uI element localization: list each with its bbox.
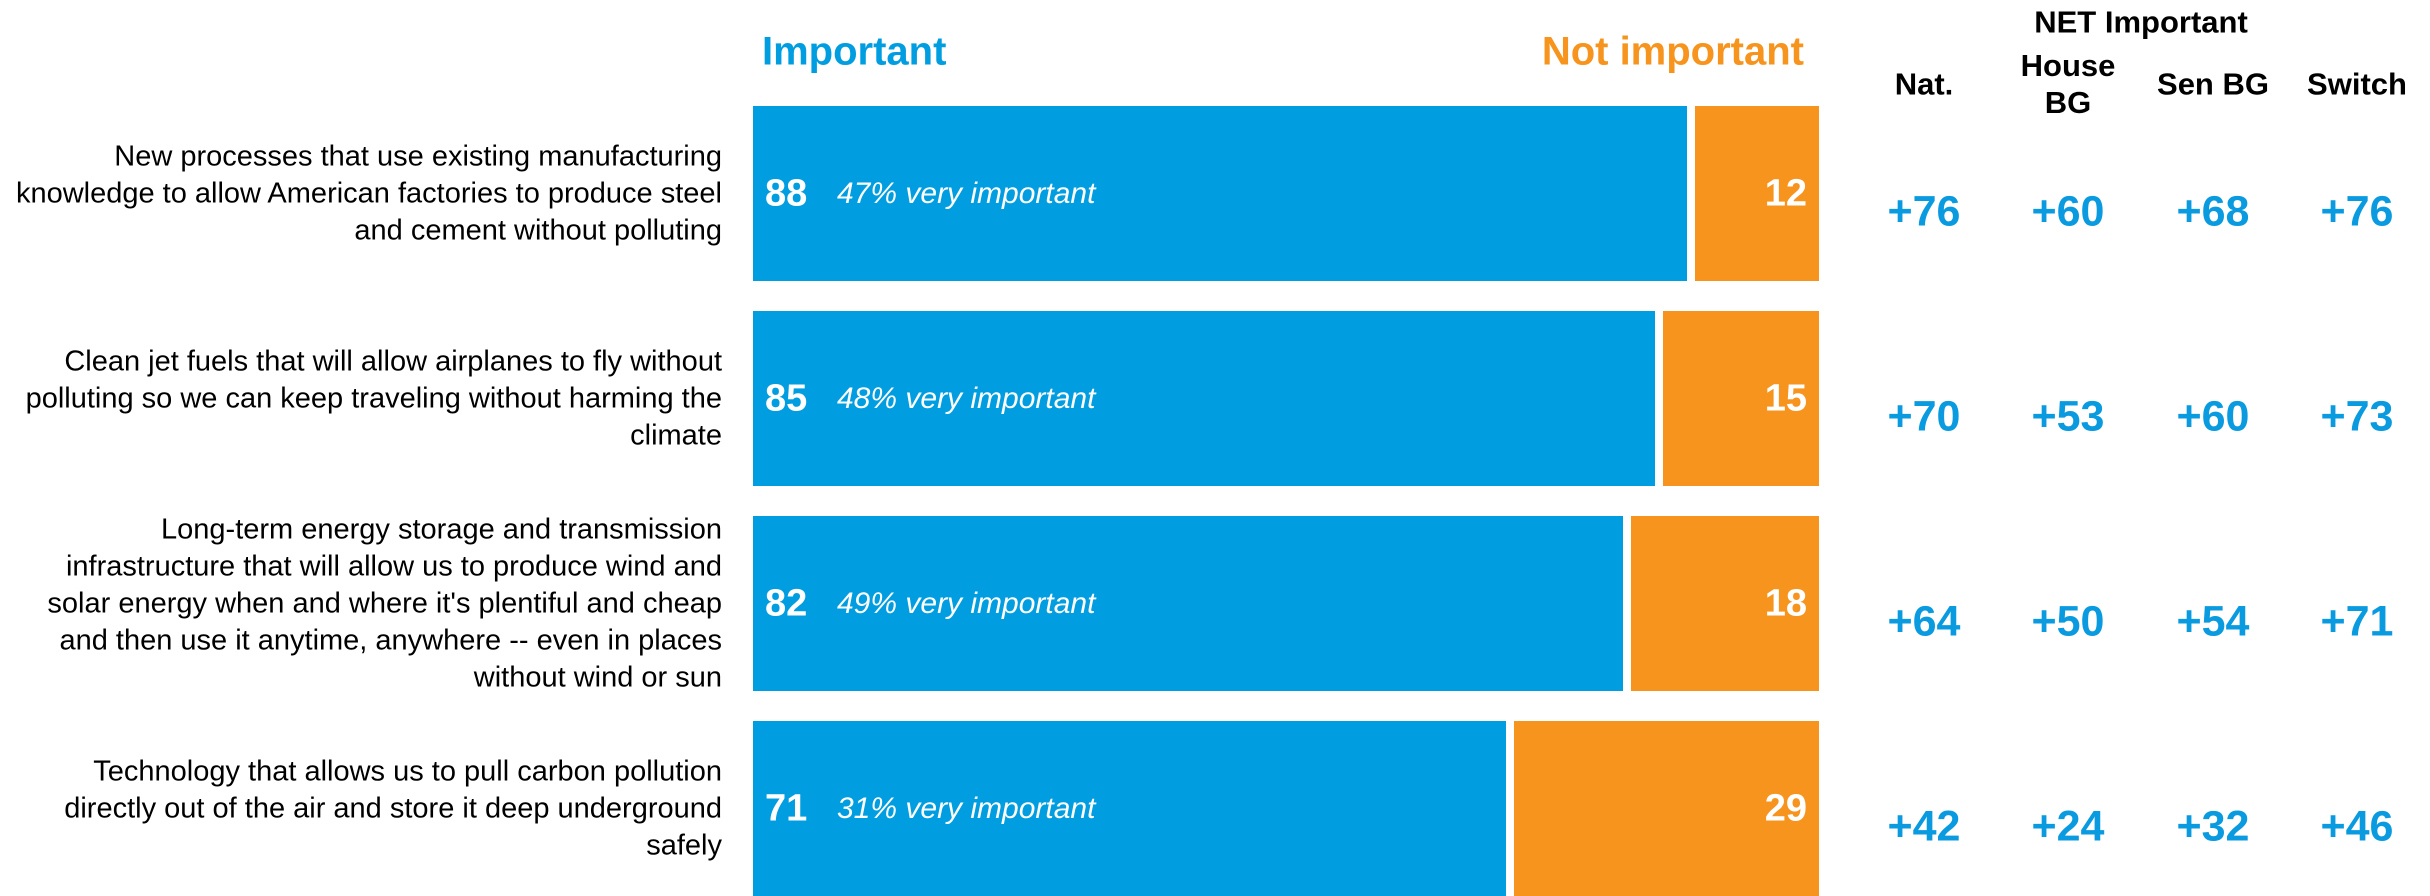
table-cell: +64 bbox=[1887, 597, 1961, 645]
category-label: Clean jet fuels that will allow airplane… bbox=[25, 345, 722, 451]
table-title: NET Important bbox=[2034, 4, 2248, 40]
column-header: Sen BG bbox=[2157, 66, 2269, 102]
value-label: 71 bbox=[765, 787, 808, 829]
bar-segment bbox=[753, 516, 1624, 691]
table-cell: +71 bbox=[2320, 597, 2394, 645]
table-cell: +60 bbox=[2176, 392, 2250, 440]
column-header: House BG bbox=[2020, 48, 2116, 120]
bar-segment bbox=[1695, 106, 1819, 281]
bar-segment bbox=[753, 721, 1506, 896]
table-cell: +50 bbox=[2031, 597, 2105, 645]
table-cell: +54 bbox=[2176, 597, 2250, 645]
table-cell: +76 bbox=[2320, 187, 2394, 235]
value-label: 12 bbox=[1764, 172, 1807, 214]
table-cell: +42 bbox=[1887, 802, 1961, 850]
bar-segment bbox=[1663, 311, 1819, 486]
legend-not-important: Not important bbox=[1541, 29, 1804, 74]
value-label: 29 bbox=[1764, 787, 1807, 829]
bar-segment bbox=[1631, 516, 1819, 691]
table-cell: +70 bbox=[1887, 392, 1961, 440]
table-cell: +24 bbox=[2031, 802, 2105, 850]
value-label: 82 bbox=[765, 582, 808, 624]
table-cell: +76 bbox=[1887, 187, 1961, 235]
table-cell: +32 bbox=[2176, 802, 2250, 850]
column-header: Nat. bbox=[1894, 66, 1954, 102]
category-label: New processes that use existing manufact… bbox=[15, 140, 722, 246]
table-cell: +53 bbox=[2031, 392, 2105, 440]
annotation: 49% very important bbox=[837, 586, 1096, 620]
value-label: 15 bbox=[1764, 377, 1807, 419]
legend-important: Important bbox=[762, 29, 947, 74]
table-cell: +68 bbox=[2176, 187, 2250, 235]
annotation: 31% very important bbox=[837, 791, 1096, 825]
table-cell: +73 bbox=[2320, 392, 2394, 440]
category-label: Technology that allows us to pull carbon… bbox=[64, 755, 722, 861]
value-label: 88 bbox=[765, 172, 808, 214]
bar-segment bbox=[753, 106, 1688, 281]
category-label: Long-term energy storage and transmissio… bbox=[47, 513, 722, 693]
bar-segment bbox=[753, 311, 1656, 486]
table-cell: +60 bbox=[2031, 187, 2105, 235]
column-header: Switch bbox=[2307, 66, 2407, 102]
annotation: 47% very important bbox=[837, 176, 1096, 210]
value-label: 18 bbox=[1764, 582, 1807, 624]
value-label: 85 bbox=[765, 377, 808, 419]
bar-segment bbox=[1513, 721, 1819, 896]
table-cell: +46 bbox=[2320, 802, 2394, 850]
annotation: 48% very important bbox=[837, 381, 1096, 415]
